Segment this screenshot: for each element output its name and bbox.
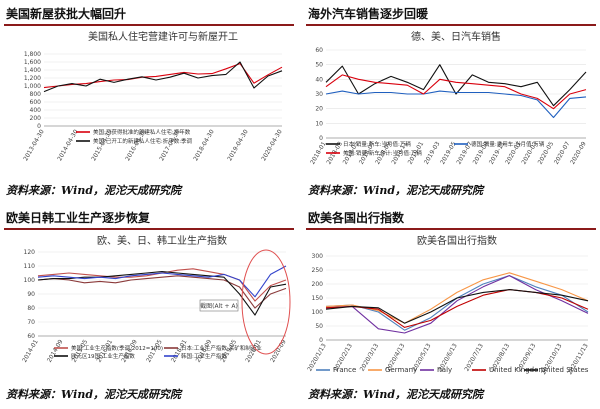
y-tick-label: 120 <box>24 249 36 256</box>
panel-industrial: 欧美日韩工业生产逐步恢复 欧、美、日、韩工业生产指数 60 70 80 90 100 110… <box>4 206 294 406</box>
y-tick-label: 100 <box>24 277 36 284</box>
x-tick-label: 2020-09 <box>569 140 588 165</box>
y-tick-label: 60 <box>27 333 35 340</box>
y-tick-label: 50 <box>315 62 323 69</box>
x-tick-label: 2019-04-30 <box>226 128 250 162</box>
x-tick-label: 2013-04-30 <box>22 128 46 162</box>
chart-housing: 美国私人住宅营建许可与新屋开工 0 200 400 600 800 1,000 1,200 1,… <box>4 28 294 178</box>
x-tick-label: 2018-04-30 <box>192 128 216 162</box>
y-tick-label: 250 <box>312 267 324 274</box>
y-tick-label: 800 <box>30 91 42 98</box>
legend-label: 韩国:工业生产指数 <box>181 352 227 360</box>
panel-title: 欧美日韩工业生产逐步恢复 <box>6 211 151 225</box>
legend-label: 德国:销量:乘用车:当月值:万辆 <box>471 140 545 148</box>
source-note: 资料来源：Wind，泥沱天成研究院 <box>6 388 182 401</box>
tooltip-text: 截图(Alt + A) <box>200 302 238 310</box>
series-line-0 <box>43 63 283 89</box>
y-tick-label: 60 <box>315 47 323 54</box>
y-tick-label: 1,400 <box>24 67 41 74</box>
y-tick-label: 50 <box>315 323 323 330</box>
y-tick-label: 0 <box>319 135 323 142</box>
legend-label: 美国:已获得批准的新建私人住宅:折年数 <box>93 128 191 136</box>
y-tick-label: 70 <box>27 319 35 326</box>
x-tick-label: 2014-04-30 <box>56 128 80 162</box>
panel-auto-sales: 海外汽车销售逐步回暖 德、美、日汽车销售 0 10 20 30 40 50 60 2018-01… <box>306 2 596 202</box>
y-tick-label: 600 <box>30 99 42 106</box>
y-tick-label: 1,200 <box>24 75 41 82</box>
panel-mobility: 欧美各国出行指数 欧美各国出行指数 0 50 100 150 200 250 300 2020/… <box>306 206 596 406</box>
x-tick-label: 2020-09 <box>269 338 288 363</box>
y-tick-label: 20 <box>315 106 323 113</box>
legend-label: France <box>333 366 356 374</box>
legend-label: United Kingdom <box>489 366 545 374</box>
x-tick-label: 2020/3/13 <box>359 342 381 372</box>
legend-label: 美国:已开工的新建私人住宅:折年数:季调 <box>93 137 193 145</box>
panel-title: 欧美各国出行指数 <box>308 211 405 225</box>
highlight-ellipse <box>241 249 291 355</box>
x-tick-label: 2020/1/13 <box>306 342 328 372</box>
source-note: 资料来源：Wind，泥沱天成研究院 <box>6 184 182 197</box>
y-tick-label: 1,000 <box>24 83 41 90</box>
legend-label: Germany <box>385 366 417 374</box>
y-tick-label: 200 <box>30 115 42 122</box>
source-note: 资料来源：Wind，泥沱天成研究院 <box>308 388 484 401</box>
legend-label: 日本:销量:新车:当月值:万辆 <box>343 140 411 148</box>
panel-housing: 美国新屋获批大幅回升 美国私人住宅营建许可与新屋开工 0 200 400 600 800 1… <box>4 2 294 202</box>
title-rule <box>306 228 596 230</box>
y-tick-label: 1,800 <box>24 51 41 58</box>
y-tick-label: 100 <box>312 309 324 316</box>
series-line-1 <box>325 90 587 119</box>
y-tick-label: 40 <box>315 76 323 83</box>
y-tick-label: 400 <box>30 107 42 114</box>
series-line-2 <box>325 74 587 110</box>
y-tick-label: 1,600 <box>24 59 41 66</box>
chart-title: 欧、美、日、韩工业生产指数 <box>97 234 227 247</box>
y-tick-label: 0 <box>319 337 323 344</box>
legend-label: United States <box>541 366 589 374</box>
x-tick-label: 2020/7/13 <box>463 342 485 372</box>
chart-industrial: 欧、美、日、韩工业生产指数 60 70 80 90 100 110 120 2014-01 201… <box>4 232 294 382</box>
series-line-4 <box>325 289 589 324</box>
panel-title: 海外汽车销售逐步回暖 <box>308 7 429 21</box>
series-line-1 <box>37 275 287 309</box>
y-tick-label: 90 <box>27 291 35 298</box>
chart-auto-sales: 德、美、日汽车销售 0 10 20 30 40 50 60 2018-01 2018-03 2018… <box>306 28 596 178</box>
y-tick-label: 150 <box>312 295 324 302</box>
y-tick-label: 200 <box>312 281 324 288</box>
y-tick-label: 10 <box>315 120 323 127</box>
x-tick-label: 2020-04-30 <box>260 128 284 162</box>
series-line-3 <box>325 289 589 328</box>
title-rule <box>4 24 294 26</box>
panel-title: 美国新屋获批大幅回升 <box>6 7 127 21</box>
x-tick-label: 2014-09 <box>46 338 65 363</box>
series-line-0 <box>37 268 287 302</box>
title-rule <box>306 24 596 26</box>
legend-label: Italy <box>437 366 452 374</box>
y-tick-label: 0 <box>37 123 41 130</box>
source-note: 资料来源：Wind，泥沱天成研究院 <box>308 184 484 197</box>
legend-label: 美国:销量:新车合计:当月值:万辆 <box>343 149 422 157</box>
y-tick-label: 30 <box>315 91 323 98</box>
y-tick-label: 300 <box>312 253 324 260</box>
chart-title: 美国私人住宅营建许可与新屋开工 <box>88 30 238 43</box>
y-tick-label: 80 <box>27 305 35 312</box>
series-line-1 <box>43 61 283 93</box>
title-rule <box>4 228 294 230</box>
legend-label: 美国:工业生产指数(季调,2012=100) <box>71 344 163 352</box>
series-line-0 <box>325 64 587 107</box>
chart-title: 欧美各国出行指数 <box>417 234 497 247</box>
series-line-3 <box>37 265 287 298</box>
chart-title: 德、美、日汽车销售 <box>411 30 501 43</box>
x-tick-label: 2014-01 <box>21 338 40 363</box>
chart-mobility: 欧美各国出行指数 0 50 100 150 200 250 300 2020/1/13 2020/… <box>306 232 596 382</box>
y-tick-label: 110 <box>24 263 36 270</box>
legend-label: 日本:工业生产指数:采矿和制造业 <box>181 344 262 352</box>
screenshot-tooltip: 截图(Alt + A) <box>199 299 239 312</box>
legend-label: 欧元区19国:工业生产指数 <box>71 352 135 360</box>
